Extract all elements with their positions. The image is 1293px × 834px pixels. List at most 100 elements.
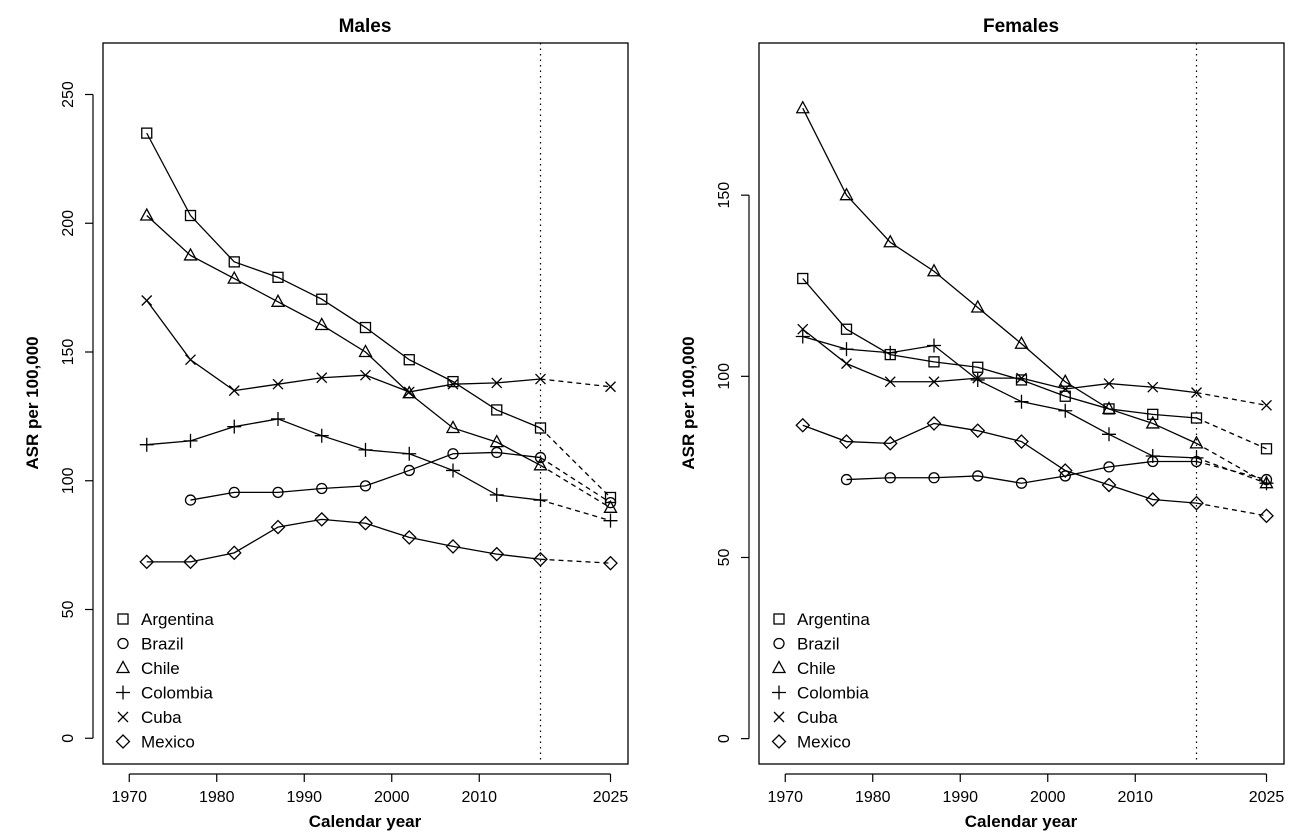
projection-line	[540, 378, 611, 388]
data-point	[1190, 412, 1203, 424]
legend-label: Colombia	[797, 684, 869, 703]
x-tick-label: 1990	[942, 789, 978, 806]
males-panel: Males Calendar year ASR per 100,000 1970…	[23, 16, 629, 831]
data-point	[970, 423, 986, 439]
legend-marker	[771, 660, 787, 674]
legend-marker	[117, 613, 129, 625]
data-point	[533, 457, 548, 471]
series-line	[190, 451, 541, 501]
legend-marker	[116, 685, 130, 700]
data-point	[1189, 495, 1204, 511]
series-line	[146, 132, 541, 429]
legend-label: Brazil	[797, 635, 840, 654]
data-point	[1145, 415, 1160, 429]
legend-label: Argentina	[141, 610, 214, 629]
x-axis-label: Calendar year	[965, 812, 1078, 831]
data-point	[141, 295, 153, 306]
y-tick-label: 200	[60, 210, 77, 237]
legend-marker	[115, 734, 131, 749]
data-point	[446, 463, 460, 478]
data-point	[403, 354, 415, 366]
series-line	[146, 418, 541, 501]
data-point	[1016, 372, 1027, 384]
data-point	[1189, 435, 1204, 449]
projection-point	[605, 381, 616, 393]
data-point	[795, 329, 810, 344]
x-tick-label: 2025	[593, 789, 629, 806]
legend-marker	[771, 734, 787, 749]
y-tick-label: 150	[716, 182, 733, 209]
plot-frame	[102, 42, 629, 765]
data-point	[841, 358, 852, 370]
data-point	[1014, 434, 1029, 449]
legend-label: Mexico	[141, 733, 195, 752]
data-point	[928, 472, 940, 484]
data-point	[1103, 378, 1115, 390]
data-point	[228, 256, 240, 268]
data-point	[316, 293, 328, 305]
series-line	[802, 422, 1197, 504]
x-tick-label: 2000	[374, 789, 410, 806]
projection-point	[1261, 399, 1272, 411]
series-line	[802, 335, 1197, 459]
data-point	[926, 263, 942, 277]
series-line	[846, 460, 1197, 484]
data-point	[227, 270, 242, 284]
legend-marker	[115, 660, 131, 674]
data-point	[1101, 401, 1117, 415]
legend: Argentina Brazil Chile Colombia Cuba Mexico	[115, 610, 214, 752]
data-point	[1014, 335, 1029, 349]
series-line	[146, 518, 541, 563]
x-tick-label: 1980	[855, 789, 891, 806]
data-point	[139, 437, 154, 452]
legend-label: Colombia	[141, 684, 213, 703]
data-point	[797, 323, 809, 335]
legend-marker	[772, 685, 786, 700]
data-point	[884, 376, 896, 388]
data-point	[972, 470, 984, 482]
x-tick-label: 1970	[111, 789, 147, 806]
legend-label: Chile	[797, 659, 836, 678]
legend-label: Chile	[141, 659, 180, 678]
data-point	[359, 321, 372, 334]
data-point	[491, 377, 503, 389]
legend-marker	[117, 637, 129, 650]
projection-line	[1196, 417, 1267, 450]
legend-label: Cuba	[141, 708, 182, 727]
legend: Argentina Brazil Chile Colombia Cuba Mexico	[771, 610, 870, 752]
data-point	[491, 446, 503, 459]
y-tick-label: 100	[716, 363, 733, 390]
data-point	[139, 554, 155, 570]
data-point	[183, 433, 198, 448]
data-point	[360, 369, 371, 381]
data-point	[1147, 408, 1159, 421]
data-point	[839, 187, 854, 201]
x-tick-label: 2010	[1117, 789, 1153, 806]
chart-title: Females	[983, 16, 1059, 37]
legend-marker	[773, 711, 785, 723]
data-point	[1014, 394, 1029, 409]
data-point	[882, 435, 898, 451]
data-point	[1101, 477, 1117, 493]
projection-point	[603, 555, 618, 571]
data-point	[489, 546, 505, 562]
projection-point	[1260, 443, 1273, 455]
data-point	[403, 386, 415, 398]
x-tick-label: 1980	[199, 789, 235, 806]
data-point	[795, 100, 810, 114]
data-point	[1058, 373, 1073, 387]
data-point	[1147, 381, 1159, 393]
data-point	[535, 373, 546, 385]
data-point	[795, 417, 811, 433]
data-point	[1189, 450, 1204, 465]
data-point	[972, 361, 984, 373]
data-point	[839, 342, 854, 357]
projection-line	[540, 499, 611, 522]
data-point	[183, 554, 198, 570]
data-point	[358, 515, 373, 531]
series-argentina	[141, 127, 617, 504]
y-tick-label: 50	[60, 601, 77, 619]
data-point	[491, 404, 503, 416]
data-point	[447, 448, 459, 460]
data-point	[489, 434, 504, 448]
